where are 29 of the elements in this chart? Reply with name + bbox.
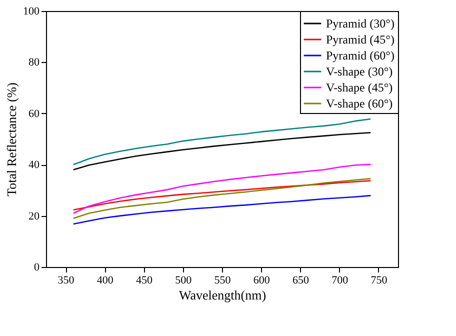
x-tick-label: 650 [292, 274, 310, 286]
y-tick-label: 20 [28, 210, 40, 222]
x-axis-title: Wavelength(nm) [178, 288, 266, 302]
line-series [72, 194, 372, 225]
line-series [72, 118, 372, 166]
line-series [72, 180, 372, 211]
x-tick-label: 400 [96, 274, 114, 286]
y-tick-label: 0 [34, 262, 40, 274]
x-tick-label: 550 [214, 274, 232, 286]
legend-label: V-shape (30°) [326, 64, 393, 78]
legend-label: Pyramid (60°) [326, 48, 394, 62]
line-series [72, 132, 372, 170]
y-tick-label: 60 [28, 108, 40, 120]
y-axis-title: Total Reflectance (%) [4, 82, 19, 196]
x-tick-label: 700 [332, 274, 349, 286]
line-series [72, 164, 372, 214]
x-tick-label: 450 [136, 274, 154, 286]
line-series [72, 178, 372, 220]
x-tick-label: 600 [253, 274, 270, 286]
x-tick-label: 500 [175, 274, 192, 286]
legend-label: Pyramid (45°) [326, 32, 394, 46]
legend-label: Pyramid (30°) [326, 16, 394, 30]
legend-label: V-shape (60°) [326, 96, 393, 110]
y-tick-label: 100 [23, 6, 40, 18]
y-tick-label: 40 [28, 159, 40, 172]
legend-label: V-shape (45°) [326, 80, 393, 94]
y-tick-label: 80 [28, 56, 40, 69]
x-tick-label: 750 [370, 274, 388, 286]
x-tick-label: 350 [58, 274, 75, 286]
